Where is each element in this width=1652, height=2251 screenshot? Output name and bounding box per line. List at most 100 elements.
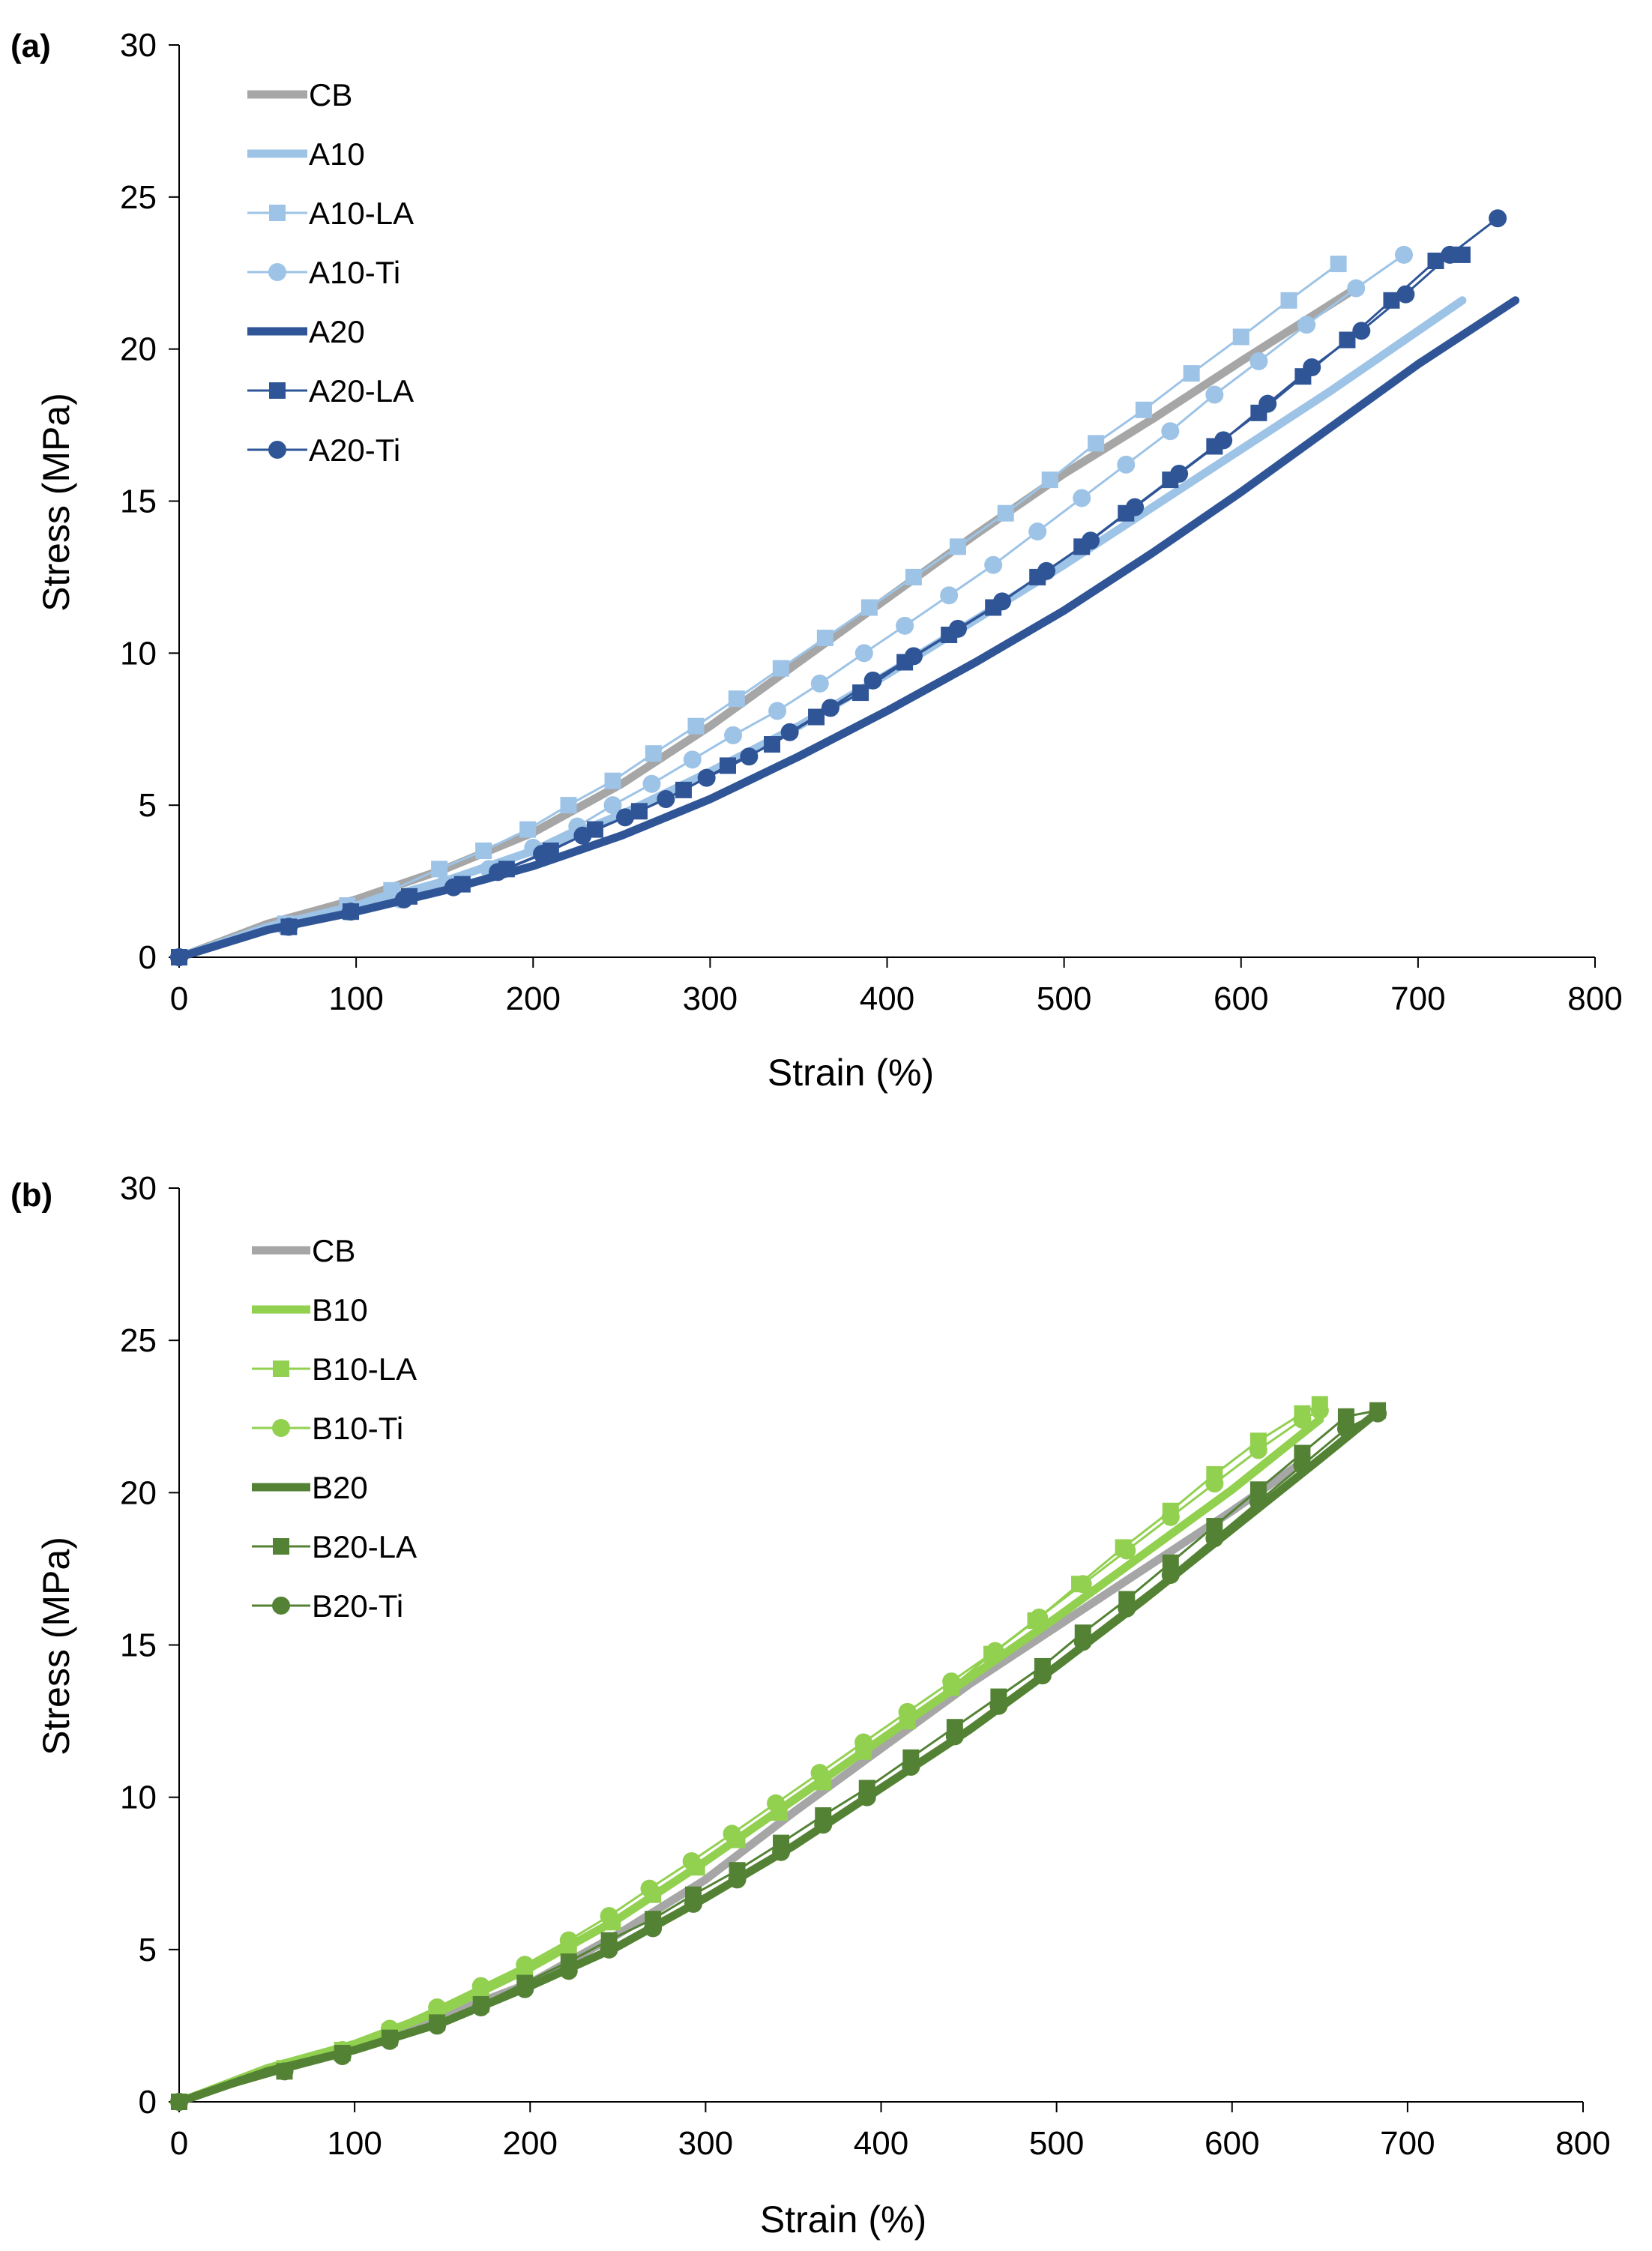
panel-b-label: (b) bbox=[10, 1177, 52, 1214]
data-point-b10-ti bbox=[682, 1851, 701, 1870]
data-point-b10-ti bbox=[471, 1977, 490, 1995]
data-point-a10-ti bbox=[1028, 522, 1047, 541]
panel-b-y-tick-label: 0 bbox=[139, 2084, 157, 2121]
panel-b-axes: 0 100 200 300 400 500 600 700 800 0 5 10 15 20 25 30 bbox=[120, 1170, 1611, 2162]
data-point-b20-la bbox=[1162, 1554, 1179, 1571]
data-point-a10-la bbox=[997, 504, 1014, 522]
data-point-a10-ti bbox=[603, 796, 622, 815]
data-point-a10-la bbox=[519, 821, 537, 838]
legend-item-b10-ti: B10-Ti bbox=[252, 1411, 403, 1446]
data-point-b20-la bbox=[1294, 1444, 1311, 1462]
data-point-a20-la bbox=[852, 684, 869, 702]
panel-a-y-tick-label: 10 bbox=[120, 635, 157, 672]
legend-item-b20-la: B20-LA bbox=[252, 1529, 417, 1564]
legend-marker-b10-la bbox=[273, 1360, 289, 1377]
data-point-b10-ti bbox=[1118, 1541, 1136, 1560]
panel-a-x-tick-label: 500 bbox=[1037, 980, 1091, 1017]
data-point-a10-la bbox=[431, 861, 448, 878]
series-line-cb bbox=[175, 284, 1360, 962]
panel-a-y-axis-title: Stress (MPa) bbox=[35, 393, 77, 612]
legend-label-a10: A10 bbox=[309, 136, 365, 172]
panel-a-y-tick-label: 30 bbox=[120, 27, 157, 64]
data-point-a20-ti bbox=[170, 948, 188, 966]
data-point-a10-la bbox=[1041, 471, 1058, 489]
data-point-b10-ti bbox=[1249, 1441, 1267, 1459]
data-point-a20-ti bbox=[1170, 464, 1189, 483]
data-point-a10-la bbox=[1330, 256, 1347, 273]
data-point-a20-la bbox=[1453, 246, 1471, 263]
data-point-b20-ti bbox=[516, 1980, 534, 1998]
data-point-b20-ti bbox=[772, 1842, 791, 1861]
data-point-a20-ti bbox=[948, 619, 967, 638]
panel-a-x-tick-label: 800 bbox=[1567, 980, 1622, 1017]
data-point-b20-ti bbox=[1336, 1420, 1355, 1438]
data-point-a20-ti bbox=[280, 917, 298, 936]
legend-label-b10-la: B10-LA bbox=[312, 1351, 417, 1387]
data-point-a10-la bbox=[949, 538, 966, 555]
data-point-b10-ti bbox=[942, 1672, 961, 1691]
legend-item-cb: CB bbox=[252, 1233, 355, 1268]
data-point-a20-ti bbox=[1396, 285, 1415, 304]
data-point-b20-ti bbox=[945, 1727, 964, 1746]
data-point-a10-la bbox=[728, 690, 745, 708]
legend-marker-a10-la bbox=[269, 205, 286, 221]
data-point-a20-ti bbox=[740, 747, 759, 766]
data-point-b10-ti bbox=[600, 1907, 618, 1926]
data-point-b20-ti bbox=[1161, 1566, 1180, 1585]
legend-marker-a20-ti bbox=[268, 441, 286, 459]
data-point-a10-la bbox=[816, 630, 833, 647]
data-point-b20-ti bbox=[814, 1815, 833, 1834]
panel-b-legend: CB B10 B10-LA B10-Ti B20 B20-LA B20-Ti bbox=[252, 1233, 417, 1624]
data-point-a10-ti bbox=[1297, 316, 1316, 334]
data-point-a10-la bbox=[475, 843, 492, 860]
data-point-a10-la bbox=[1135, 401, 1152, 418]
legend-label-a20: A20 bbox=[309, 314, 365, 349]
data-point-b20-ti bbox=[989, 1696, 1008, 1715]
data-point-b20-ti bbox=[275, 2062, 294, 2081]
data-point-a20-ti bbox=[657, 790, 675, 809]
data-point-a10-ti bbox=[810, 674, 829, 693]
panel-b-x-tick-label: 300 bbox=[678, 2125, 733, 2162]
panel-a-x-axis-title: Strain (%) bbox=[768, 1052, 934, 1094]
data-point-a10-la bbox=[1280, 292, 1297, 309]
panel-b-series-b20-ti bbox=[170, 1404, 1387, 2111]
legend-label-a10-ti: A10-Ti bbox=[309, 255, 400, 290]
data-point-a20-ti bbox=[780, 723, 799, 741]
legend-label-a20-la: A20-LA bbox=[309, 373, 414, 409]
panel-b-y-tick-label: 15 bbox=[120, 1627, 157, 1664]
data-point-b10-ti bbox=[1073, 1575, 1092, 1594]
data-point-b10-ti bbox=[898, 1702, 917, 1721]
panel-a-series-a20-ti bbox=[170, 209, 1507, 966]
legend-label-cb: CB bbox=[309, 77, 352, 112]
panel-a-series-cb bbox=[175, 284, 1360, 962]
panel-b-x-tick-label: 0 bbox=[170, 2125, 188, 2162]
data-point-a10-ti bbox=[683, 750, 702, 769]
legend-marker-b10-ti bbox=[272, 1419, 290, 1437]
panel-a: (a) Stress (MPa) Strain (%) 0 100 200 300 40… bbox=[10, 27, 1623, 1094]
data-point-b20-la bbox=[1206, 1518, 1223, 1535]
data-point-b10-ti bbox=[640, 1879, 659, 1898]
data-point-a20-ti bbox=[1082, 531, 1100, 550]
panel-a-series-a10-ti bbox=[170, 245, 1413, 966]
legend-item-cb: CB bbox=[247, 77, 352, 112]
legend-item-a10: A10 bbox=[247, 136, 365, 172]
data-point-b20-ti bbox=[1249, 1492, 1267, 1511]
data-point-b20-ti bbox=[380, 2031, 399, 2050]
data-point-a10-ti bbox=[854, 644, 873, 663]
data-point-b10-ti bbox=[1030, 1608, 1049, 1627]
legend-item-a10-ti: A10-Ti bbox=[247, 255, 400, 290]
data-point-a20-ti bbox=[904, 647, 923, 666]
data-point-a20-ti bbox=[1214, 431, 1233, 450]
legend-marker-a20-la bbox=[269, 382, 286, 399]
data-point-b10-ti bbox=[986, 1642, 1004, 1660]
data-point-a20-la bbox=[719, 757, 736, 774]
legend-marker-b20-ti bbox=[272, 1597, 290, 1615]
data-point-b10-ti bbox=[1293, 1410, 1312, 1429]
data-point-b20-ti bbox=[170, 2093, 188, 2111]
data-point-a10-la bbox=[1232, 328, 1249, 346]
legend-item-b20: B20 bbox=[252, 1470, 368, 1505]
data-point-b20-ti bbox=[902, 1758, 920, 1777]
data-point-a20-ti bbox=[573, 826, 592, 845]
legend-item-b10-la: B10-LA bbox=[252, 1351, 417, 1387]
data-point-a10-ti bbox=[984, 555, 1003, 574]
